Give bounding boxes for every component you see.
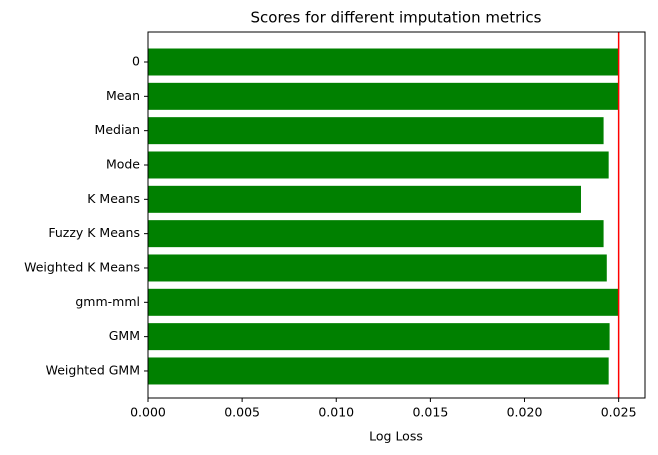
bar [148,288,619,316]
y-tick-label: Weighted K Means [24,259,140,274]
bar [148,323,610,351]
chart-title: Scores for different imputation metrics [251,9,542,27]
y-tick-label: Mean [106,88,140,103]
bar [148,185,581,213]
x-axis-label: Log Loss [369,429,423,444]
bar [148,82,619,110]
x-tick-label: 0.000 [130,405,166,420]
x-tick-label: 0.010 [318,405,354,420]
bar [148,254,607,282]
plot-frame [147,31,646,399]
y-tick-label: Fuzzy K Means [48,225,140,240]
bar [148,220,604,248]
x-tick-label: 0.015 [412,405,448,420]
y-tick-label: Mode [106,156,140,171]
y-tick-label: Median [95,122,140,137]
y-tick-label: 0 [132,54,140,69]
bar [148,151,609,179]
x-tick-label: 0.025 [601,405,637,420]
x-tick-label: 0.005 [224,405,260,420]
bar [148,48,619,76]
y-tick-label: Weighted GMM [46,362,140,377]
bar [148,117,604,145]
bar [148,357,609,385]
y-tick-label: gmm-mml [75,294,140,309]
y-tick-label: GMM [109,328,140,343]
y-tick-label: K Means [87,191,140,206]
x-tick-label: 0.020 [507,405,543,420]
